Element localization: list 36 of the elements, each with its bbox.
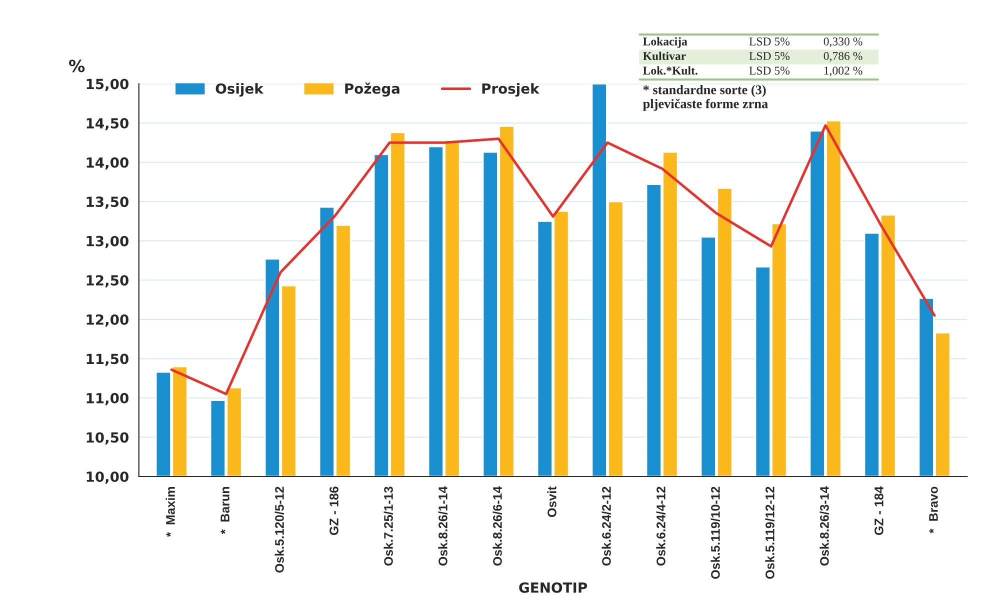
x-tick-label: * Barun [220, 486, 230, 534]
y-tick-label: 12,00 [86, 314, 128, 327]
legend-label: Požega [345, 82, 400, 97]
annotation: * standardne sorte (3) pljevičaste forme zrna [642, 84, 768, 111]
x-tick-label: Osk.5.120/5-12 [274, 486, 284, 573]
y-tick-label: 14,50 [86, 118, 128, 130]
y-tick-label: 10,50 [86, 432, 128, 444]
x-tick-label: Osk.6.24/4-12 [656, 486, 666, 566]
x-tick-label: Osvit [547, 486, 556, 517]
y-axis-title: % [69, 60, 85, 72]
y-tick-label: 13,50 [86, 196, 128, 209]
x-axis-title: GENOTIP [519, 582, 588, 593]
x-tick-label: Osk.5.119/10-12 [710, 486, 720, 579]
y-tick-label: 12,50 [86, 275, 128, 288]
x-tick-label: GZ - 184 [874, 486, 884, 536]
x-tick-label: Osk.5.119/12-12 [765, 486, 774, 579]
x-tick-label: Osk.8.26/6-14 [492, 486, 502, 566]
x-tick-label: Osk.8.26/3-14 [820, 486, 829, 566]
x-tick-label: Osk.6.24/2-12 [602, 486, 612, 566]
y-tick-label: 10,00 [86, 471, 128, 484]
x-tick-label: * Maxim [166, 486, 175, 537]
x-tick-label: Osk.7.25/1-13 [384, 486, 394, 566]
x-tick-label: Osk.8.26/1-14 [438, 486, 448, 566]
text: Lokacija LSD 5% 0,330 % [643, 37, 862, 48]
legend-label: Prosjek [482, 83, 540, 97]
y-tick-label: 11,50 [86, 354, 128, 366]
y-tick-label: 13,00 [86, 236, 128, 248]
x-tick-label: GZ - 186 [330, 486, 338, 536]
y-tick-label: 14,00 [86, 157, 128, 170]
y-tick-label: 15,00 [86, 78, 128, 92]
text: Kultivar LSD 5% 0,786 % [643, 52, 862, 62]
line-series [170, 124, 936, 396]
text: Lok.*Kult. LSD 5% 1,002 % [643, 66, 862, 76]
legend-label: Osijek [216, 83, 264, 97]
y-tick-label: 11,00 [86, 392, 128, 406]
x-tick-label: * Bravo [929, 486, 938, 534]
